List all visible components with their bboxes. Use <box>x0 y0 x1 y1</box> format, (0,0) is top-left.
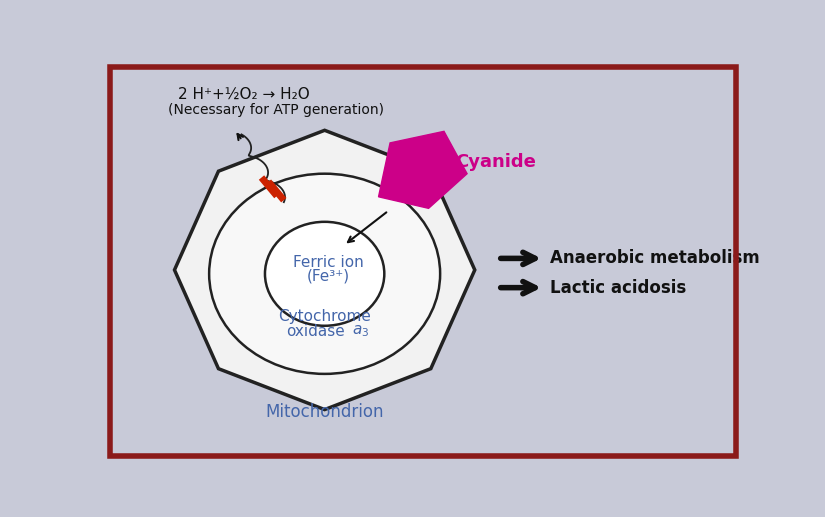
Text: Lactic acidosis: Lactic acidosis <box>550 279 686 297</box>
Polygon shape <box>379 131 467 208</box>
Ellipse shape <box>210 174 441 374</box>
Text: $\mathit{a}_3$: $\mathit{a}_3$ <box>351 324 369 339</box>
Polygon shape <box>175 130 475 409</box>
Text: (Fe³⁺): (Fe³⁺) <box>307 269 350 284</box>
Text: Cyanide: Cyanide <box>455 153 536 171</box>
Text: Ferric ion: Ferric ion <box>293 255 364 270</box>
Text: oxidase: oxidase <box>286 324 345 339</box>
Text: Anaerobic metabolism: Anaerobic metabolism <box>550 249 760 267</box>
Text: 2 H⁺+½O₂ → H₂O: 2 H⁺+½O₂ → H₂O <box>178 87 310 102</box>
Ellipse shape <box>265 222 384 326</box>
Text: (Necessary for ATP generation): (Necessary for ATP generation) <box>168 103 384 117</box>
Text: Mitochondrion: Mitochondrion <box>266 403 384 421</box>
Text: Cytochrome: Cytochrome <box>278 309 371 324</box>
